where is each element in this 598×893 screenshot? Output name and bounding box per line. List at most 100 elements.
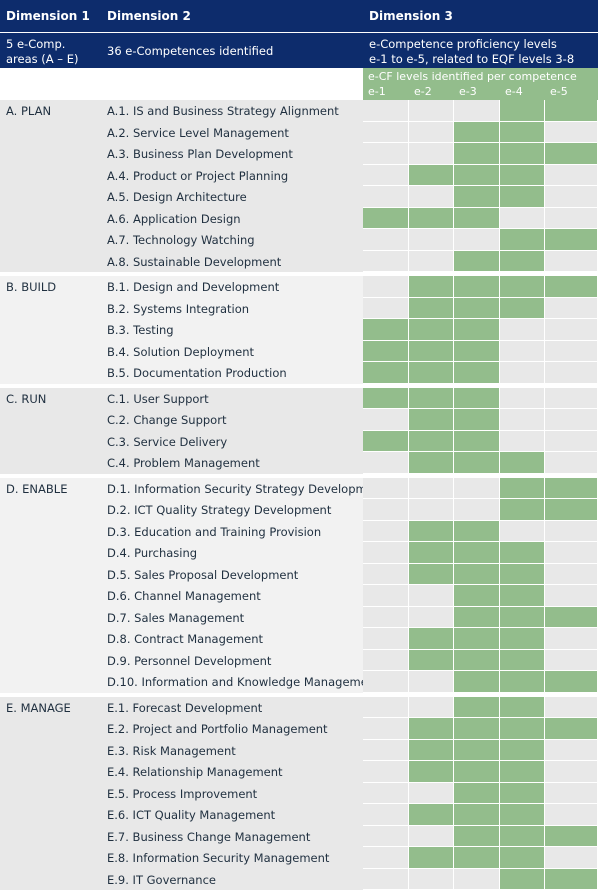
competence-label: E.1. Forecast Development <box>107 700 263 715</box>
level-cell-e4 <box>500 100 545 122</box>
level-cell-e2 <box>409 563 454 585</box>
level-cell-e3 <box>454 477 500 499</box>
table-row: B. BUILD B.1. Design and Development <box>0 276 598 298</box>
level-cell-e5 <box>545 276 598 298</box>
header-bar: Dimension 1 Dimension 2 Dimension 3 <box>0 0 598 32</box>
competence-label: E.6. ICT Quality Management <box>107 808 276 822</box>
level-cell-e4 <box>500 164 545 186</box>
level-cell-e4 <box>500 143 545 165</box>
competence-label: A.8. Sustainable Development <box>107 254 282 269</box>
level-cell-e3 <box>454 782 500 804</box>
competence-label: C.1. User Support <box>107 391 209 406</box>
competence-label: A.6. Application Design <box>107 211 241 226</box>
level-cell-e5 <box>545 782 598 804</box>
level-label-e1: e-1 <box>368 85 386 98</box>
level-cell-e2 <box>409 628 454 650</box>
level-cell-e5 <box>545 520 598 542</box>
level-cell-e5 <box>545 696 598 718</box>
level-cell-e2 <box>409 452 454 474</box>
table-row: A.2. Service Level Management <box>0 121 598 143</box>
competence-label: D.2. ICT Quality Strategy Development <box>107 503 332 517</box>
level-cell-e5 <box>545 319 598 341</box>
level-cell-e3 <box>454 739 500 761</box>
level-cell-e4 <box>500 229 545 251</box>
level-cell-e2 <box>409 250 454 272</box>
competence-label: E.2. Project and Portfolio Management <box>107 722 328 736</box>
level-cell-e2 <box>409 143 454 165</box>
table-row: E.2. Project and Portfolio Management <box>0 718 598 740</box>
level-cell-e5 <box>545 452 598 474</box>
table-row: D.2. ICT Quality Strategy Development <box>0 499 598 521</box>
level-cell-e1 <box>363 276 409 298</box>
table-row: B.5. Documentation Production <box>0 362 598 384</box>
level-cell-e3 <box>454 542 500 564</box>
level-cell-e5 <box>545 297 598 319</box>
table-row: D.9. Personnel Development <box>0 649 598 671</box>
area-divider <box>0 692 598 697</box>
level-cell-e3 <box>454 671 500 693</box>
competence-label: E.3. Risk Management <box>107 743 236 758</box>
area-label: E. MANAGE <box>6 700 71 715</box>
table-row: E.5. Process Improvement <box>0 782 598 804</box>
level-cell-e3 <box>454 207 500 229</box>
level-cell-e2 <box>409 430 454 452</box>
competence-label: D.4. Purchasing <box>107 546 198 560</box>
level-cell-e1 <box>363 164 409 186</box>
level-cell-e5 <box>545 340 598 362</box>
level-cell-e3 <box>454 563 500 585</box>
table-row: A.5. Design Architecture <box>0 186 598 208</box>
level-cell-e3 <box>454 606 500 628</box>
level-cell-e5 <box>545 164 598 186</box>
level-cell-e2 <box>409 276 454 298</box>
level-cell-e3 <box>454 825 500 847</box>
table-row: D.8. Contract Management <box>0 628 598 650</box>
competence-label: B.4. Solution Deployment <box>107 344 255 359</box>
competence-label: B.3. Testing <box>107 323 174 337</box>
level-cell-e1 <box>363 542 409 564</box>
level-cell-e3 <box>454 186 500 208</box>
table-row: D.3. Education and Training Provision <box>0 520 598 542</box>
level-label-e5: e-5 <box>550 85 568 98</box>
table-row: B.2. Systems Integration <box>0 297 598 319</box>
level-cell-e5 <box>545 409 598 431</box>
level-cell-e5 <box>545 628 598 650</box>
level-cell-e3 <box>454 804 500 826</box>
level-cell-e4 <box>500 319 545 341</box>
level-cell-e1 <box>363 649 409 671</box>
level-cell-e2 <box>409 761 454 783</box>
level-cell-e4 <box>500 868 545 890</box>
level-cell-e4 <box>500 409 545 431</box>
level-cell-e3 <box>454 628 500 650</box>
level-cell-e2 <box>409 868 454 890</box>
competence-label: A.4. Product or Project Planning <box>107 168 289 183</box>
level-cell-e1 <box>363 229 409 251</box>
level-cell-e2 <box>409 319 454 341</box>
level-cell-e4 <box>500 542 545 564</box>
area-label: D. ENABLE <box>6 481 68 496</box>
level-cell-e5 <box>545 847 598 869</box>
level-cell-e1 <box>363 520 409 542</box>
level-cell-e1 <box>363 671 409 693</box>
competence-label: B.2. Systems Integration <box>107 301 250 316</box>
level-cell-e5 <box>545 186 598 208</box>
competence-label: D.7. Sales Management <box>107 610 245 625</box>
level-cell-e2 <box>409 825 454 847</box>
level-cell-e4 <box>500 297 545 319</box>
competence-label: D.8. Contract Management <box>107 632 264 646</box>
level-cell-e1 <box>363 362 409 384</box>
level-cell-e5 <box>545 143 598 165</box>
level-label-e2: e-2 <box>414 85 432 98</box>
level-cell-e3 <box>454 229 500 251</box>
level-cell-e1 <box>363 121 409 143</box>
table-row: D. ENABLE D.1. Information Security Strat… <box>0 477 598 499</box>
level-cell-e5 <box>545 100 598 122</box>
level-cell-e5 <box>545 250 598 272</box>
level-cell-e5 <box>545 606 598 628</box>
level-cell-e4 <box>500 804 545 826</box>
header-dimension-3: Dimension 3 <box>369 9 453 23</box>
level-cell-e3 <box>454 452 500 474</box>
level-cell-e3 <box>454 276 500 298</box>
competence-label: C.4. Problem Management <box>107 456 260 470</box>
level-cell-e2 <box>409 164 454 186</box>
level-cell-e4 <box>500 250 545 272</box>
